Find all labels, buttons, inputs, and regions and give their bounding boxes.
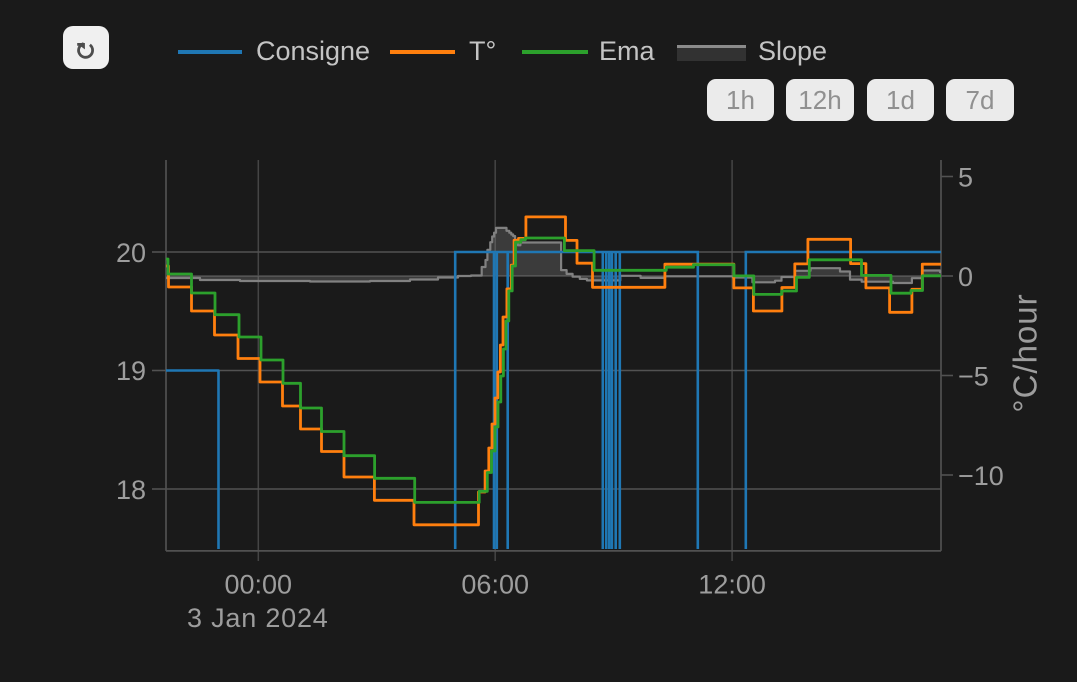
svg-text:3 Jan 2024: 3 Jan 2024 xyxy=(187,603,329,633)
svg-text:00:00: 00:00 xyxy=(225,570,293,600)
svg-text:0: 0 xyxy=(958,262,973,292)
svg-text:°C/hour: °C/hour xyxy=(1007,293,1044,412)
svg-text:19: 19 xyxy=(116,356,146,386)
svg-text:−10: −10 xyxy=(958,461,1004,491)
svg-text:06:00: 06:00 xyxy=(461,570,529,600)
svg-text:5: 5 xyxy=(958,163,973,193)
svg-text:12:00: 12:00 xyxy=(698,570,766,600)
svg-text:−5: −5 xyxy=(958,362,989,392)
svg-text:18: 18 xyxy=(116,475,146,505)
svg-text:20: 20 xyxy=(116,238,146,268)
